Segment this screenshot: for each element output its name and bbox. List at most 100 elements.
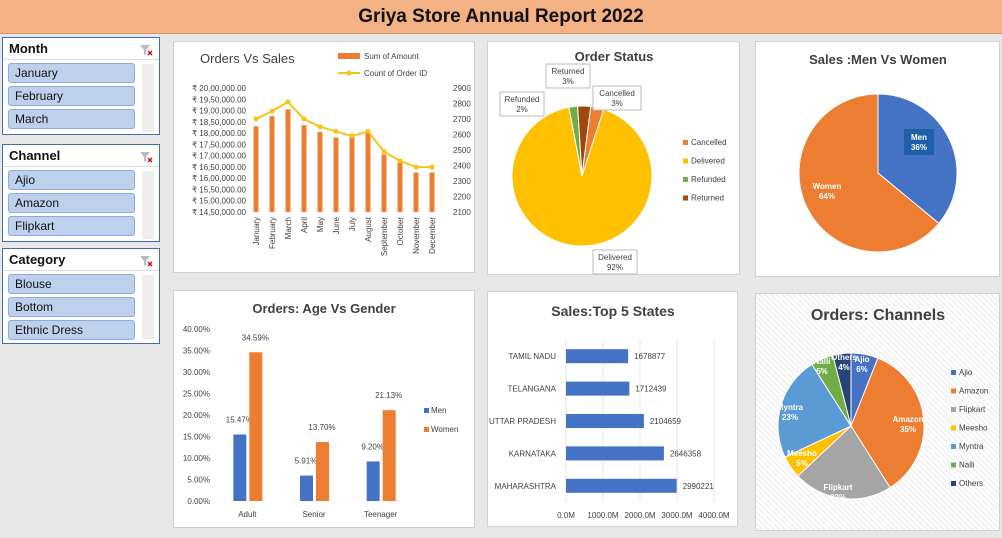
age-vs-gender-chart: Orders: Age Vs Gender 40.00% 35.00% 30.00% 2… (183, 301, 459, 519)
data-label-box (545, 63, 591, 89)
y-tick: 20.00% (183, 411, 210, 420)
legend-label: Women (431, 425, 458, 434)
top5-states-panel[interactable]: Sales:Top 5 States 0.0M 1000.0M 2000.0M 3000… (487, 291, 738, 527)
x-tick: November (412, 217, 421, 254)
y-tick: MAHARASHTRA (495, 482, 557, 491)
channel-slicer[interactable]: Channel Ajio Amazon Flipkart (2, 144, 160, 242)
y-tick: 0.00% (187, 497, 210, 506)
men-vs-women-panel[interactable]: Sales :Men Vs Women Men 36% Women 64% (755, 41, 1000, 277)
legend-swatch (683, 177, 688, 182)
legend-swatch (951, 407, 956, 412)
point-count (397, 158, 403, 164)
x-tick: March (284, 217, 293, 239)
bar-data-label: 13.70% (308, 423, 335, 432)
order-status-panel[interactable]: Order Status Delivered 92% Refunded 2% Return… (487, 41, 740, 275)
slicer-item-flipkart[interactable]: Flipkart (8, 216, 135, 236)
channel-slice-1 (850, 357, 925, 489)
bar-state (566, 349, 629, 364)
bar-men (233, 434, 247, 501)
y-tick: 15.00% (183, 433, 210, 442)
bar-data-label: 1678877 (634, 352, 666, 361)
slicer-item-amazon[interactable]: Amazon (8, 193, 135, 213)
orders-vs-sales-panel[interactable]: Orders Vs Sales Sum of Amount Count of Ord… (173, 41, 475, 273)
data-label: Amazon 35% (892, 415, 923, 434)
x-tick: August (364, 216, 373, 242)
bar-women (249, 352, 263, 501)
clear-filter-icon[interactable] (139, 150, 153, 162)
clear-filter-icon[interactable] (139, 254, 153, 266)
data-label: Men 36% (911, 133, 927, 152)
x-tick: 2000.0M (624, 511, 655, 520)
bar-amount (285, 109, 291, 212)
month-slicer-scrollbar[interactable] (142, 64, 154, 132)
data-label: Women 64% (813, 182, 842, 201)
bar-amount (397, 162, 403, 212)
slicer-item-blouse[interactable]: Blouse (8, 274, 135, 294)
clear-filter-icon[interactable] (139, 43, 153, 55)
x-tick: 1000.0M (587, 511, 618, 520)
slicer-item-bottom[interactable]: Bottom (8, 297, 135, 317)
x-tick: December (428, 217, 437, 254)
y-tick-right: 2100 (453, 208, 471, 217)
bar-women (382, 410, 396, 501)
legend-label: Cancelled (691, 138, 727, 147)
channel-slicer-label: Channel (9, 148, 61, 163)
data-label-box (592, 249, 638, 275)
y-tick-right: 2800 (453, 100, 471, 109)
bar-amount (413, 172, 419, 212)
y-tick: TELANGANA (508, 385, 557, 394)
channel-slice-4 (777, 363, 852, 458)
point-count (429, 164, 435, 170)
data-label: Flipkart 22% (824, 483, 853, 502)
bar-amount (301, 125, 307, 212)
channel-slicer-scrollbar[interactable] (142, 171, 154, 239)
y-tick-left: ₹ 19,50,000.00 (192, 95, 247, 104)
legend-label: Ajio (959, 368, 973, 377)
bar-amount (253, 126, 259, 212)
point-count (413, 164, 419, 170)
slicer-item-ajio[interactable]: Ajio (8, 170, 135, 190)
channel-slice-2 (797, 425, 891, 500)
age-vs-gender-panel[interactable]: Orders: Age Vs Gender 40.00% 35.00% 30.00% 2… (173, 290, 475, 528)
bar-state (566, 446, 664, 461)
chart-title: Orders: Channels (811, 307, 945, 324)
report-title-bar: Griya Store Annual Report 2022 (0, 0, 1002, 34)
channel-slice-6 (832, 352, 852, 427)
y-tick: 25.00% (183, 390, 210, 399)
legend-label: Refunded (691, 175, 726, 184)
category-slicer-label: Category (9, 252, 66, 267)
orders-channels-panel[interactable]: Orders: Channels Ajio 6% Amazon 35% Flipkart 2… (755, 293, 1000, 531)
bar-state (566, 414, 644, 428)
category-slicer[interactable]: Category Blouse Bottom Ethnic Dress (2, 248, 160, 344)
chart-title: Sales:Top 5 States (551, 303, 675, 319)
bar-amount (365, 131, 371, 212)
legend-swatch-amount (338, 53, 360, 59)
slicer-item-january[interactable]: January (8, 63, 135, 83)
month-slicer[interactable]: Month January February March (2, 37, 160, 135)
y-tick-right: 2600 (453, 131, 471, 140)
orders-channels-chart: Orders: Channels Ajio 6% Amazon 35% Flipkart 2… (777, 307, 988, 502)
slicer-item-ethnic-dress[interactable]: Ethnic Dress (8, 320, 135, 340)
x-tick: April (300, 217, 309, 233)
y-tick: 30.00% (183, 368, 210, 377)
legend-marker-count (346, 70, 352, 76)
legend-label-amount: Sum of Amount (364, 52, 419, 61)
x-tick: Senior (302, 510, 325, 519)
bar-amount (381, 154, 387, 212)
data-label: Returned 3% (552, 67, 585, 86)
point-count (317, 124, 323, 130)
x-tick: September (380, 217, 389, 256)
data-label: Meesho 5% (787, 449, 817, 468)
bar-state (566, 478, 677, 493)
slicer-item-march[interactable]: March (8, 109, 135, 129)
point-count (285, 99, 291, 105)
report-title: Griya Store Annual Report 2022 (358, 5, 644, 27)
category-slicer-scrollbar[interactable] (142, 275, 154, 339)
status-slice-0 (511, 106, 653, 247)
x-tick: Adult (238, 510, 257, 519)
legend-label: Delivered (691, 157, 725, 166)
legend-swatch (683, 158, 688, 164)
point-count (301, 116, 307, 122)
slicer-item-february[interactable]: February (8, 86, 135, 106)
x-tick: June (332, 216, 341, 234)
